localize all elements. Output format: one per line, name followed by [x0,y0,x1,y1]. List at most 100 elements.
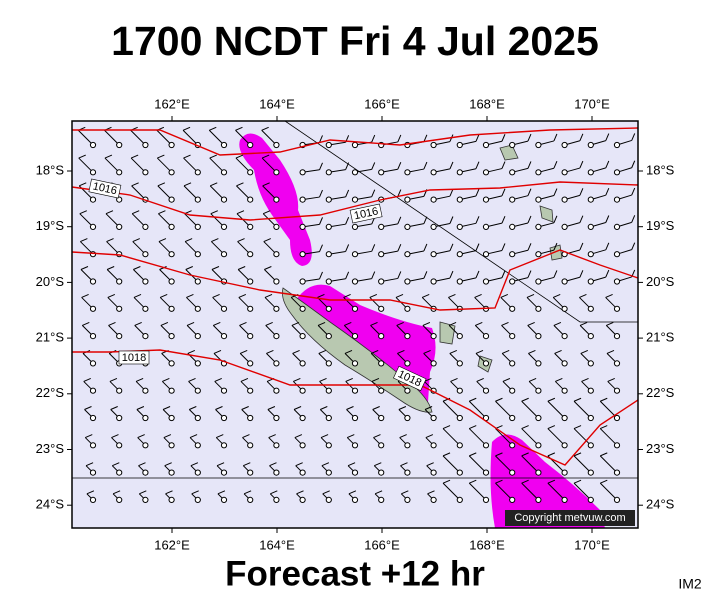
station [168,223,175,230]
barb-flag [475,349,484,354]
isobar [72,349,639,466]
barb-flag [501,188,506,197]
barb-flag [423,216,428,224]
barb-staff [495,482,513,501]
barb-flag [369,293,378,298]
barb-flag [238,293,247,298]
barb-flag [449,243,454,251]
station [378,223,385,230]
lon-label: 168°E [469,537,505,552]
station [561,141,568,149]
barb-flag [371,189,376,197]
station [456,278,463,285]
barb-staff [184,213,199,228]
barb-flag [182,126,191,131]
station [247,169,254,176]
barb-flag [449,161,454,170]
barb-flag [262,210,271,215]
barb-flag [131,182,139,187]
wind-barbs [77,126,636,503]
station [116,196,123,203]
barb-flag [475,243,480,251]
station [273,442,280,449]
barb-flag [631,215,636,223]
station [351,169,359,176]
station [194,223,201,230]
barb-flag [605,160,610,169]
barb-flag [165,490,173,495]
station [404,333,411,340]
barb-flag [374,462,382,467]
station [220,251,228,258]
barb-flag [133,266,141,270]
station [587,278,594,285]
barb-flag [319,377,327,382]
station [351,196,359,203]
barb-flag [160,321,169,326]
barb-flag [191,490,199,495]
barb-flag [189,434,198,439]
barb-flag [579,160,584,169]
lat-label: 18°S [36,162,65,177]
map-frame [71,120,639,529]
barb-flag [347,434,355,439]
station [194,496,201,503]
barb-flag [502,377,511,382]
station [351,360,359,367]
barb-flag [320,434,329,439]
barb-staff [130,157,146,173]
station [299,469,306,476]
barb-staff [157,185,172,200]
lon-label: 164°E [259,537,295,552]
station [194,469,201,476]
barb-flag [104,154,113,159]
barb-flag [427,490,435,495]
station [194,414,201,422]
lat-label: 19°S [36,218,65,233]
station [299,360,306,367]
station [168,251,175,258]
barb-staff [547,482,565,501]
barb-flag [423,134,428,142]
barb-flag [397,189,402,197]
lat-label: 24°S [36,497,65,512]
station [456,414,463,422]
barb-flag [521,397,529,402]
barb-flag [162,377,170,382]
barb-staff [573,455,592,473]
station [116,442,123,449]
station [168,169,175,176]
station [247,496,254,503]
barb-flag [527,188,532,196]
label-box [349,203,383,224]
station [613,251,621,258]
station [378,333,385,340]
barb-flag [401,490,409,495]
station [273,387,280,394]
barb-flag [501,134,506,142]
station [378,387,385,394]
barb-flag [422,293,430,298]
barb-flag [605,215,610,223]
station [561,414,568,422]
image-id: IM2 [678,576,702,592]
isobar [71,181,639,221]
barb-flag [85,462,94,467]
station [247,305,254,312]
station [142,169,149,176]
barb-flag [239,321,247,326]
station [194,387,201,394]
barb-flag [132,238,140,243]
station [89,223,97,230]
lon-label: 162°E [154,96,190,111]
barb-flag [373,434,381,439]
barb-staff [521,428,539,446]
barb-staff [547,428,565,446]
station [535,360,542,367]
barb-flag [475,216,480,224]
barb-flag [397,216,402,225]
barb-flag [265,321,273,326]
station [587,442,594,449]
station [613,360,621,367]
barb-flag [526,293,535,298]
